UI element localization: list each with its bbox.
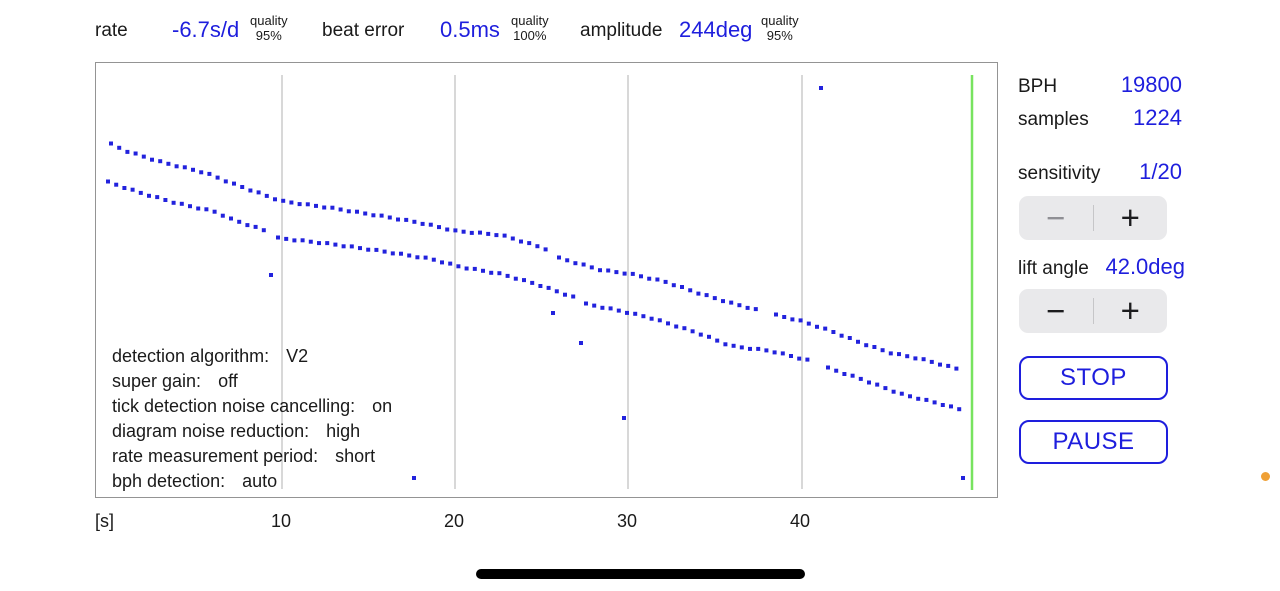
setting-value: off <box>218 371 238 391</box>
setting-rate-measurement-period: rate measurement period: short <box>112 444 392 469</box>
rate-value: -6.7s/d <box>172 17 240 42</box>
setting-value: auto <box>242 471 278 491</box>
trace-plot <box>106 75 974 490</box>
home-indicator-bar[interactable] <box>476 569 805 579</box>
x-tick-30: 30 <box>616 511 638 531</box>
setting-label: diagram noise reduction: <box>112 421 310 441</box>
setting-label: super gain: <box>112 371 202 391</box>
sensitivity-decrease-button[interactable]: − <box>1046 199 1066 236</box>
rate-quality: quality 95% <box>250 13 288 43</box>
amplitude-label: amplitude <box>580 20 663 41</box>
sensitivity-row: sensitivity 1/20 <box>1018 159 1182 185</box>
beat-error-quality-value: 100% <box>513 28 547 43</box>
lift-angle-row: lift angle 42.0deg <box>1018 254 1185 280</box>
setting-value: high <box>326 421 361 441</box>
samples-value: 1224 <box>1133 105 1182 130</box>
sensitivity-value: 1/20 <box>1139 159 1182 184</box>
rate-quality-label: quality <box>250 13 288 28</box>
setting-label: detection algorithm: <box>112 346 270 366</box>
microphone-active-indicator <box>1261 472 1270 481</box>
setting-value: short <box>335 446 376 466</box>
x-tick-40: 40 <box>789 511 811 531</box>
amplitude-quality-value: 95% <box>766 28 793 43</box>
setting-label: bph detection: <box>112 471 226 491</box>
amplitude-quality-label: quality <box>761 13 799 28</box>
beat-error-quality-label: quality <box>511 13 549 28</box>
setting-value: on <box>372 396 393 416</box>
x-tick-10: 10 <box>270 511 292 531</box>
rate-quality-value: 95% <box>255 28 282 43</box>
setting-bph-detection: bph detection: auto <box>112 469 392 494</box>
setting-diagram-noise-reduction: diagram noise reduction: high <box>112 419 392 444</box>
beat-error-value: 0.5ms <box>440 17 500 42</box>
bph-label: BPH <box>1018 76 1058 97</box>
amplitude-value: 244deg <box>679 17 753 42</box>
beat-error-quality: quality 100% <box>511 13 549 43</box>
lift-angle-label: lift angle <box>1018 258 1089 279</box>
x-tick-20: 20 <box>443 511 465 531</box>
lift-angle-increase-button[interactable]: + <box>1120 292 1140 329</box>
x-axis-unit-label: [s] <box>95 511 115 531</box>
amplitude-quality: quality 95% <box>761 13 799 43</box>
samples-row: samples 1224 <box>1018 105 1182 131</box>
rate-label: rate <box>95 20 128 41</box>
pause-button[interactable]: PAUSE <box>1019 420 1168 464</box>
sensitivity-label: sensitivity <box>1018 163 1101 184</box>
lift-angle-stepper: − + <box>1019 289 1167 333</box>
setting-tick-noise-cancelling: tick detection noise cancelling: on <box>112 394 392 419</box>
stop-button[interactable]: STOP <box>1019 356 1168 400</box>
beat-error-label: beat error <box>322 20 405 41</box>
sensitivity-stepper: − + <box>1019 196 1167 240</box>
samples-label: samples <box>1018 109 1089 130</box>
lift-angle-value: 42.0deg <box>1105 254 1185 279</box>
lift-angle-decrease-button[interactable]: − <box>1046 292 1066 329</box>
setting-label: tick detection noise cancelling: <box>112 396 356 416</box>
stepper-divider <box>1092 205 1094 231</box>
setting-label: rate measurement period: <box>112 446 319 466</box>
stepper-divider <box>1092 298 1094 324</box>
bph-row: BPH 19800 <box>1018 72 1182 98</box>
setting-detection-algorithm: detection algorithm: V2 <box>112 344 392 369</box>
bph-value: 19800 <box>1120 72 1182 97</box>
sensitivity-increase-button[interactable]: + <box>1120 199 1140 236</box>
setting-value: V2 <box>286 346 309 366</box>
setting-super-gain: super gain: off <box>112 369 392 394</box>
detection-settings-overlay: detection algorithm: V2 super gain: off ti… <box>112 344 392 494</box>
timegrapher-diagram: detection algorithm: V2 super gain: off ti… <box>95 62 998 498</box>
